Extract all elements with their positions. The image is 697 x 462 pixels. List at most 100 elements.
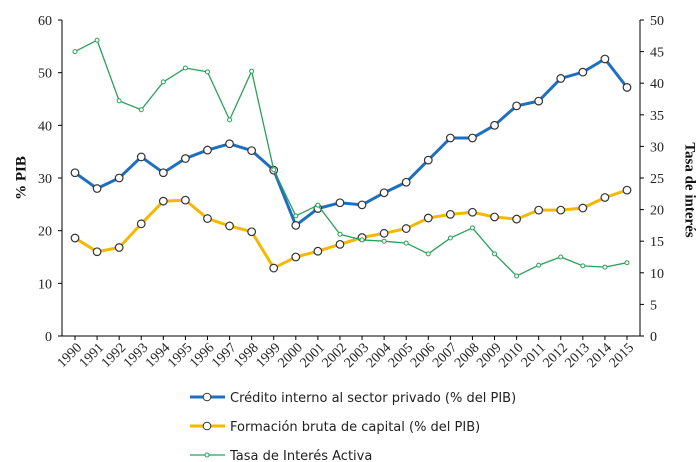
data-point [379, 188, 389, 198]
data-point [291, 220, 301, 230]
data-point [337, 231, 343, 237]
y2-tick-label: 35 [650, 109, 664, 124]
data-point [72, 49, 78, 55]
y2-tick-label: 30 [650, 140, 664, 155]
data-point [180, 195, 190, 205]
data-point [70, 168, 80, 178]
data-point [512, 101, 521, 111]
y2-axis-label: Tasa de interés [682, 142, 697, 237]
y-tick-label: 50 [38, 67, 52, 82]
series-line [74, 57, 629, 228]
y-tick-label: 30 [38, 172, 52, 187]
data-point [114, 243, 124, 252]
data-point [335, 198, 345, 208]
data-point [445, 133, 455, 143]
data-point [158, 196, 168, 206]
legend-marker [202, 392, 212, 402]
data-point [534, 205, 544, 215]
y-tick-label: 20 [38, 225, 52, 240]
data-point [401, 224, 411, 233]
y2-tick-label: 5 [650, 298, 657, 313]
data-point [269, 263, 279, 273]
y-tick-label: 0 [45, 330, 52, 345]
legend-marker [204, 452, 210, 458]
data-point [114, 173, 124, 183]
data-point [490, 212, 499, 222]
data-point [160, 79, 166, 85]
data-point [514, 273, 520, 279]
data-point [203, 214, 212, 223]
data-point [600, 54, 610, 64]
data-point [536, 262, 542, 268]
data-point [225, 221, 234, 231]
data-point [490, 120, 499, 130]
y2-tick-label: 25 [650, 172, 664, 187]
y-tick-label: 10 [38, 277, 52, 292]
data-point [602, 264, 608, 270]
data-point [556, 74, 566, 83]
data-point [291, 252, 301, 262]
data-point [512, 214, 521, 224]
data-point [423, 213, 433, 223]
y-tick-label: 60 [38, 14, 52, 29]
data-point [580, 263, 586, 269]
data-point [468, 133, 477, 143]
data-point [425, 251, 431, 257]
data-point [445, 209, 455, 219]
data-point [138, 107, 144, 113]
data-point [492, 251, 498, 257]
legend-marker [202, 421, 212, 431]
data-point [403, 240, 409, 246]
data-point [600, 193, 610, 202]
data-point [359, 237, 365, 243]
series-line [74, 188, 628, 271]
data-point [249, 68, 255, 74]
data-point [401, 177, 411, 187]
data-point [381, 238, 387, 244]
data-point [379, 228, 389, 238]
data-point [624, 260, 630, 266]
data-point [335, 239, 345, 249]
data-point [578, 203, 588, 213]
data-point [534, 96, 544, 106]
data-point [469, 225, 475, 231]
series-line [74, 39, 628, 277]
data-point [423, 155, 433, 165]
data-point [203, 145, 212, 155]
y2-tick-label: 20 [650, 204, 664, 219]
y2-tick-label: 10 [650, 267, 664, 282]
y2-tick-label: 45 [650, 46, 664, 61]
data-point [271, 167, 277, 173]
y-tick-label: 40 [38, 119, 52, 134]
data-point [578, 67, 588, 77]
y2-tick-label: 0 [650, 330, 657, 345]
data-point [182, 65, 188, 71]
data-point [94, 37, 100, 43]
data-point [447, 235, 453, 241]
data-point [158, 168, 168, 178]
data-point [622, 83, 632, 92]
x-tick-label: 2015 [607, 340, 637, 370]
y2-tick-label: 40 [650, 77, 664, 92]
data-point [247, 227, 257, 237]
data-point [556, 205, 566, 215]
data-point [622, 185, 632, 195]
data-point [313, 246, 323, 256]
legend-label: Crédito interno al sector privado (% del… [230, 391, 516, 406]
data-point [92, 184, 102, 193]
legend-label: Formación bruta de capital (% del PIB) [230, 420, 480, 435]
data-point [136, 152, 146, 162]
data-point [357, 200, 367, 210]
data-point [247, 146, 257, 156]
data-point [70, 233, 80, 243]
data-point [558, 254, 564, 260]
data-point [204, 69, 210, 75]
legend-label: Tasa de Interés Activa [229, 449, 372, 462]
data-point [227, 117, 233, 123]
data-point [116, 98, 122, 104]
data-point [293, 213, 299, 219]
data-point [315, 202, 321, 208]
y2-tick-label: 15 [650, 235, 664, 250]
y-axis-label: % PIB [13, 156, 29, 200]
